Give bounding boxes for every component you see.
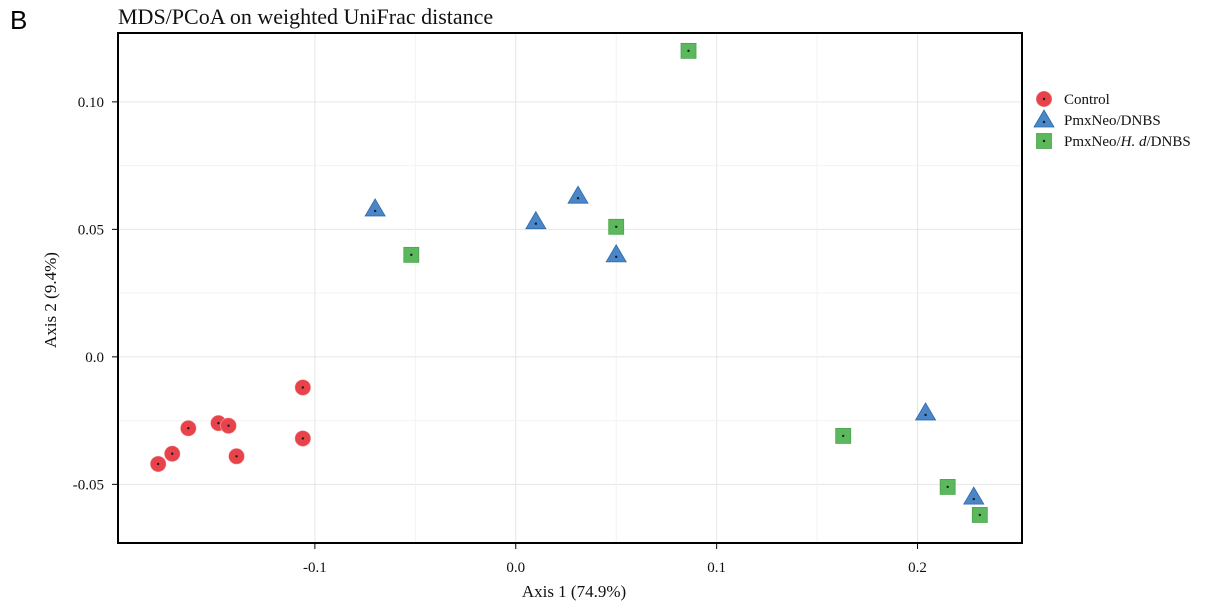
- marker-center-dot: [972, 497, 975, 501]
- marker-center-dot: [687, 49, 690, 53]
- y-axis-title: Axis 2 (9.4%): [41, 252, 60, 348]
- marker-center-dot: [171, 452, 174, 455]
- y-tick-label: 0.05: [78, 222, 104, 238]
- marker-center-dot: [301, 386, 305, 389]
- y-tick-label: 0.10: [78, 95, 104, 111]
- x-tick-label: 0.2: [908, 560, 927, 576]
- plot-frame: [117, 32, 1023, 544]
- marker-center-dot: [217, 421, 220, 425]
- marker-center-dot: [842, 434, 845, 438]
- marker-center-dot: [615, 225, 618, 228]
- triangle-data-point: [914, 402, 937, 421]
- marker-center-dot: [946, 485, 949, 489]
- legend: Control PmxNeo/DNBS PmxNeo/H. d/DNBS: [1033, 90, 1191, 150]
- marker-center-dot: [534, 222, 538, 225]
- marker-center-dot: [235, 455, 238, 458]
- y-tick-label: -0.05: [73, 477, 104, 493]
- marker-center-dot: [924, 413, 927, 417]
- marker-center-dot: [1042, 97, 1046, 101]
- y-tick-label: 0.0: [85, 350, 104, 366]
- marker-center-dot: [410, 253, 413, 257]
- marker-center-dot: [615, 255, 618, 259]
- marker-center-dot: [576, 197, 580, 200]
- x-tick-label: -0.1: [303, 560, 327, 576]
- x-axis-title: Axis 1 (74.9%): [522, 582, 626, 601]
- triangle-data-point: [605, 244, 627, 263]
- marker-center-dot: [1042, 120, 1046, 124]
- x-tick-label: 0.0: [506, 560, 525, 576]
- triangle-data-point: [963, 486, 985, 505]
- legend-label: Control: [1064, 92, 1110, 108]
- grid-lines: [118, 33, 1022, 543]
- marker-center-dot: [978, 513, 982, 517]
- marker-center-dot: [373, 209, 377, 213]
- marker-center-dot: [301, 437, 305, 440]
- data-points: [149, 42, 988, 523]
- marker-center-dot: [156, 462, 160, 466]
- axes: -0.1 0.0 0.1 0.2 -0.05 0.0 0.05 0.10: [73, 95, 927, 576]
- x-tick-label: 0.1: [707, 560, 726, 576]
- marker-center-dot: [1042, 139, 1046, 143]
- triangle-data-point: [525, 210, 547, 230]
- marker-center-dot: [187, 427, 190, 430]
- panel-letter: B: [10, 5, 28, 35]
- triangle-data-point: [364, 198, 386, 217]
- marker-center-dot: [227, 424, 230, 427]
- legend-triangle-marker: [1033, 109, 1055, 128]
- legend-label: PmxNeo/DNBS: [1064, 113, 1161, 129]
- triangle-data-point: [567, 185, 589, 204]
- legend-label: PmxNeo/H. d/DNBS: [1064, 134, 1191, 150]
- chart-title: MDS/PCoA on weighted UniFrac distance: [118, 4, 494, 29]
